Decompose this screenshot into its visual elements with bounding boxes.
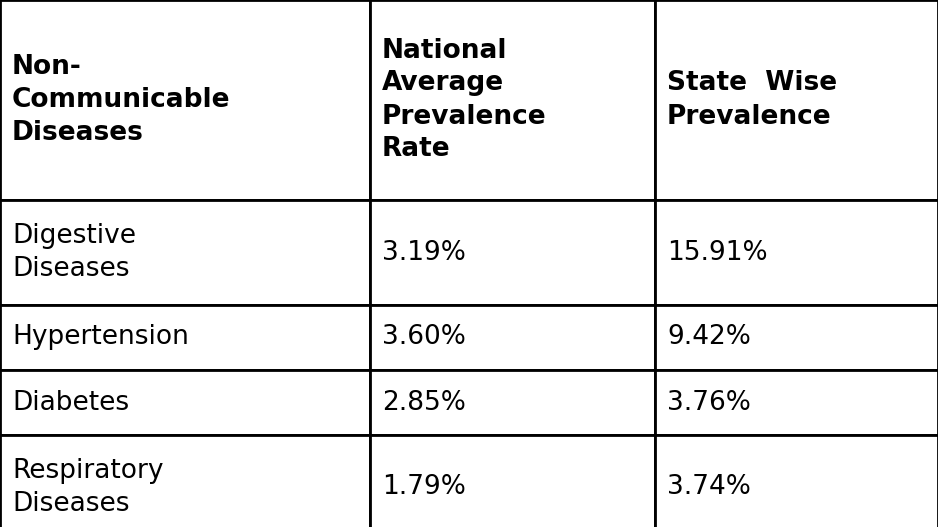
Bar — [0, 0, 370, 200]
Bar — [370, 305, 655, 370]
Text: 3.60%: 3.60% — [382, 325, 466, 350]
Text: 2.85%: 2.85% — [382, 389, 466, 415]
Bar — [0, 370, 370, 435]
Text: Hypertension: Hypertension — [12, 325, 189, 350]
Bar — [0, 435, 370, 527]
Bar — [0, 200, 370, 305]
Bar — [655, 305, 938, 370]
Text: 3.74%: 3.74% — [667, 474, 751, 501]
Text: National
Average
Prevalence
Rate: National Average Prevalence Rate — [382, 37, 547, 162]
Text: Digestive
Diseases: Digestive Diseases — [12, 223, 136, 282]
Text: 9.42%: 9.42% — [667, 325, 751, 350]
Bar — [655, 200, 938, 305]
Text: State  Wise
Prevalence: State Wise Prevalence — [667, 71, 837, 130]
Text: 1.79%: 1.79% — [382, 474, 466, 501]
Text: 15.91%: 15.91% — [667, 239, 767, 266]
Text: Non-
Communicable
Diseases: Non- Communicable Diseases — [12, 54, 231, 146]
Bar — [655, 0, 938, 200]
Text: Diabetes: Diabetes — [12, 389, 129, 415]
Bar — [655, 370, 938, 435]
Bar — [370, 435, 655, 527]
Text: Respiratory
Diseases: Respiratory Diseases — [12, 458, 163, 517]
Bar — [0, 305, 370, 370]
Bar — [370, 0, 655, 200]
Text: 3.76%: 3.76% — [667, 389, 751, 415]
Bar — [370, 370, 655, 435]
Text: 3.19%: 3.19% — [382, 239, 466, 266]
Bar — [655, 435, 938, 527]
Bar — [370, 200, 655, 305]
